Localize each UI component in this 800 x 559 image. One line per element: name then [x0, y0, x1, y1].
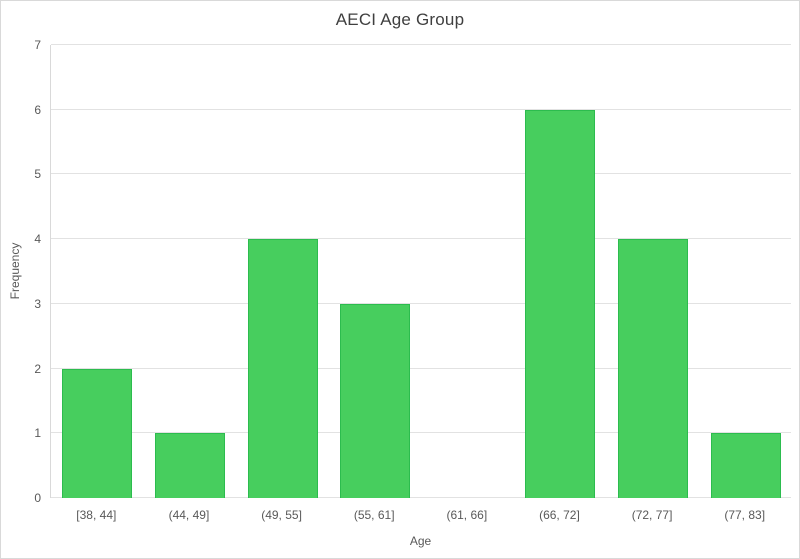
gridline	[51, 302, 791, 304]
gridline	[51, 497, 791, 498]
gridline	[51, 108, 791, 110]
bar	[247, 239, 318, 498]
y-tick-label: 3	[34, 296, 41, 311]
y-tick-label: 5	[34, 167, 41, 182]
y-tick-label: 0	[34, 491, 41, 505]
x-tick-label: (44, 49]	[168, 508, 210, 522]
bar	[710, 433, 781, 498]
bar	[154, 433, 225, 498]
gridline	[51, 367, 791, 369]
x-tick-label: (49, 55]	[261, 508, 302, 522]
gridline	[51, 173, 791, 175]
bar	[618, 239, 689, 498]
x-tick-label: (66, 72]	[539, 508, 580, 522]
y-axis-title: Frequency	[8, 242, 22, 300]
y-tick-label: 6	[34, 102, 41, 117]
x-tick-label: (55, 61]	[353, 508, 395, 522]
bar	[340, 303, 411, 498]
gridline	[51, 238, 791, 240]
plot-area	[50, 44, 791, 498]
x-tick-label: (77, 83]	[724, 508, 766, 522]
y-tick-label: 7	[34, 38, 41, 52]
x-axis-title: Age	[409, 534, 432, 548]
x-tick-label: (61, 66]	[446, 508, 488, 522]
chart-title: AECI Age Group	[335, 10, 465, 29]
y-tick-label: 4	[34, 232, 41, 247]
bar	[525, 109, 596, 498]
gridline	[51, 44, 791, 45]
y-tick-label: 1	[34, 426, 41, 441]
x-tick-label: (72, 77]	[631, 508, 673, 522]
y-tick-label: 2	[34, 361, 41, 376]
gridline	[51, 432, 791, 434]
x-tick-label: [38, 44]	[76, 508, 117, 522]
bar	[62, 368, 133, 498]
